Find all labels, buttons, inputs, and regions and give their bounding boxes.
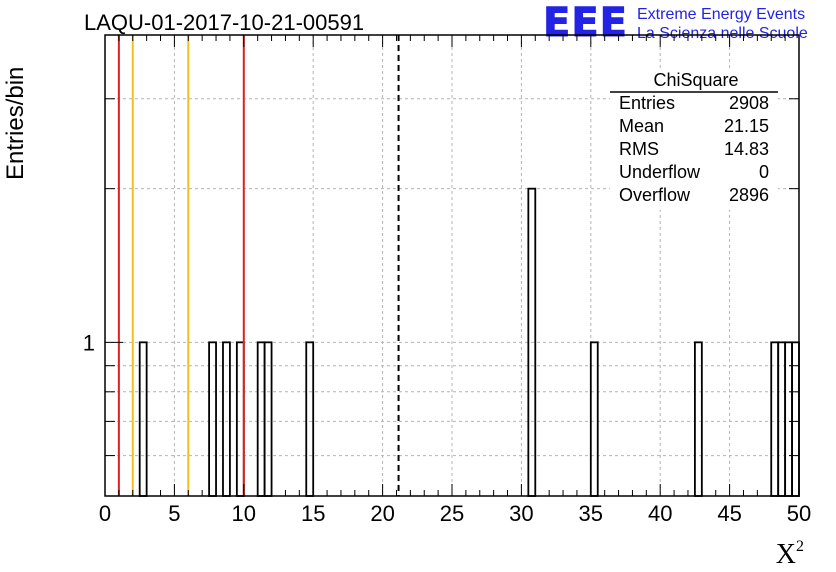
x-tick-label: 15 [301,501,325,526]
stats-value: 0 [759,162,769,182]
stats-value: 2908 [729,93,769,113]
x-tick-label: 30 [509,501,533,526]
stats-value: 14.83 [724,139,769,159]
logo-line-2: La Scienza nelle Scuole [637,25,808,42]
stats-value: 2896 [729,185,769,205]
stats-label: Entries [619,93,675,113]
reference-lines [117,35,400,496]
x-tick-label: 25 [440,501,464,526]
stats-value: 21.15 [724,116,769,136]
stats-label: Overflow [619,185,691,205]
x-axis-label-base: X [775,539,796,570]
stats-title: ChiSquare [653,70,738,90]
axis-ticks: 0 5 10 15 20 25 30 35 40 45 50 1 [83,35,811,526]
stats-label: Mean [619,116,664,136]
histogram-bars [138,187,800,497]
x-tick-label: 5 [168,501,180,526]
x-tick-label: 50 [787,501,811,526]
stats-box-background [610,70,778,210]
logo-line-1: Extreme Energy Events [637,6,806,23]
logo-mark: EEE [543,0,628,46]
x-tick-label: 35 [579,501,603,526]
x-tick-label: 10 [232,501,256,526]
y-tick-label: 1 [83,330,95,355]
stats-box: ChiSquare Entries 2908 Mean 21.15 RMS 14.83 Und… [610,70,778,210]
x-tick-label: 20 [370,501,394,526]
stats-label: RMS [619,139,659,159]
x-tick-label: 0 [99,501,111,526]
stats-label: Underflow [619,162,701,182]
x-tick-label: 40 [648,501,672,526]
x-axis-label-superscript: 2 [796,538,804,555]
plot-frame [104,34,800,497]
x-tick-label: 45 [717,501,741,526]
chart-title: LAQU-01-2017-10-21-00591 [84,10,365,35]
x-axis-label: X2 [776,538,804,571]
